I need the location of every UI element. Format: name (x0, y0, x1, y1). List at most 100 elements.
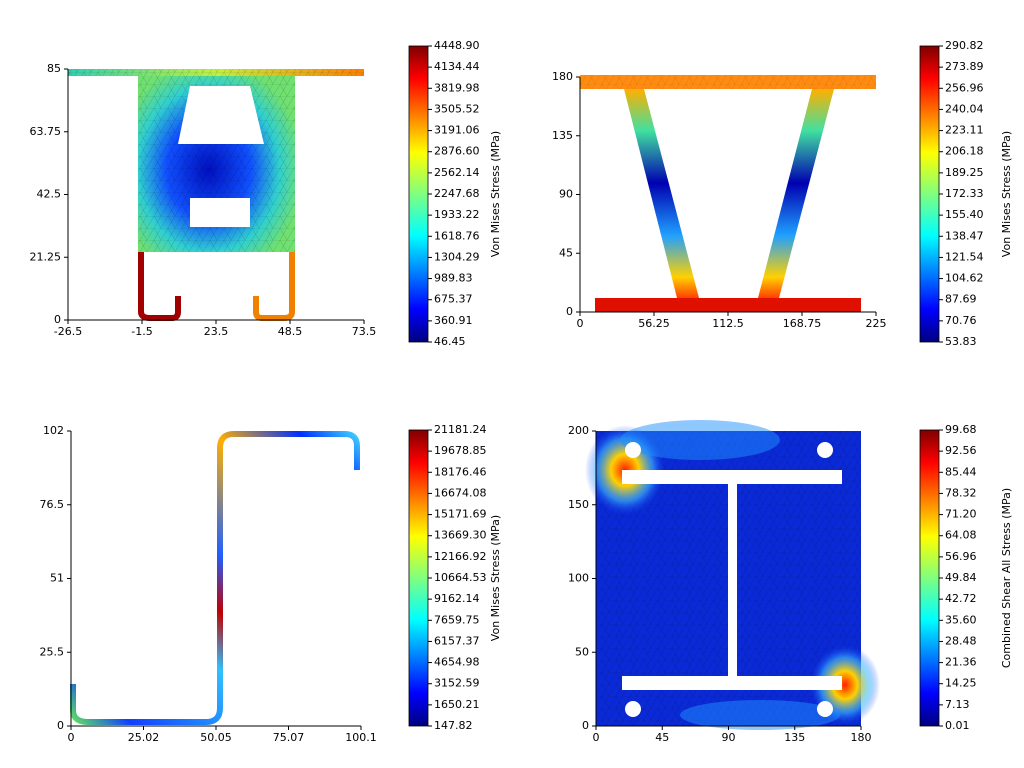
colorbar-tick-label: 1650.21 (434, 698, 480, 711)
y-tick-label: 51 (50, 572, 64, 585)
y-tick-label: 76.5 (40, 498, 65, 511)
colorbar (408, 45, 429, 343)
colorbar-tick-label: 1933.22 (434, 208, 480, 221)
colorbar-tick-label: 2247.68 (434, 187, 480, 200)
colorbar-label: Combined Shear All Stress (MPa) (1000, 488, 1013, 668)
y-tick-label: 180 (552, 70, 573, 83)
colorbar-tick-label: 70.76 (945, 314, 977, 327)
colorbar-tick-label: 290.82 (945, 39, 984, 52)
y-tick-label: 85 (47, 62, 61, 75)
x-tick-label: 135 (784, 731, 805, 744)
x-tick-label: 23.5 (204, 325, 229, 338)
y-tick-label: 0 (57, 719, 64, 732)
x-tick-label: -26.5 (54, 325, 82, 338)
colorbar-tick-label: 28.48 (945, 634, 977, 647)
colorbar-tick-label: 71.20 (945, 508, 977, 521)
colorbar-tick-label: 147.82 (434, 719, 473, 732)
colorbar-tick-label: 3819.98 (434, 81, 480, 94)
colorbar-tick-label: 64.08 (945, 529, 977, 542)
x-tick-label: 73.5 (352, 325, 377, 338)
colorbar-tick-label: 7.13 (945, 698, 970, 711)
colorbar-tick-label: 46.45 (434, 335, 466, 348)
colorbar-tick-label: 273.89 (945, 60, 984, 73)
x-tick-label: 0 (593, 731, 600, 744)
colorbar-tick-label: 989.83 (434, 272, 473, 285)
y-tick-label: 135 (552, 129, 573, 142)
colorbar-tick-label: 15171.69 (434, 508, 487, 521)
x-tick-label: 45 (655, 731, 669, 744)
colorbar-tick-label: 3191.06 (434, 124, 480, 137)
colorbar-tick-label: 0.01 (945, 719, 970, 732)
colorbar-tick-label: 2562.14 (434, 166, 480, 179)
y-tick-label: 90 (559, 188, 573, 201)
colorbar-tick-label: 121.54 (945, 250, 984, 263)
colorbar-tick-label: 78.32 (945, 486, 977, 499)
y-tick-label: 50 (575, 645, 589, 658)
section-shape (68, 69, 364, 321)
colorbar-tick-label: 189.25 (945, 166, 984, 179)
colorbar-tick-label: 3505.52 (434, 102, 480, 115)
colorbar-tick-label: 18176.46 (434, 465, 487, 478)
section-shape (70, 431, 360, 725)
y-tick-label: 25.5 (40, 645, 65, 658)
colorbar-tick-label: 3152.59 (434, 677, 480, 690)
colorbar-tick-label: 14.25 (945, 677, 977, 690)
colorbar-tick-label: 155.40 (945, 208, 984, 221)
colorbar-tick-label: 35.60 (945, 613, 977, 626)
colorbar-tick-label: 256.96 (945, 81, 984, 94)
y-tick-label: 0 (566, 305, 573, 318)
y-tick-label: 200 (568, 424, 589, 437)
colorbar-tick-label: 42.72 (945, 592, 977, 605)
colorbar-tick-label: 12166.92 (434, 550, 487, 563)
colorbar-tick-label: 21.36 (945, 656, 977, 669)
colorbar-tick-label: 53.83 (945, 335, 977, 348)
colorbar-tick-label: 675.37 (434, 293, 473, 306)
colorbar-tick-label: 4654.98 (434, 656, 480, 669)
y-tick-label: 102 (43, 424, 64, 437)
colorbar-tick-label: 1618.76 (434, 229, 480, 242)
colorbar-tick-label: 138.47 (945, 229, 984, 242)
y-tick-label: 0 (54, 313, 61, 326)
x-tick-label: 25.02 (128, 731, 160, 744)
colorbar-tick-label: 172.33 (945, 187, 984, 200)
colorbar-tick-label: 56.96 (945, 550, 977, 563)
x-tick-label: 90 (722, 731, 736, 744)
y-tick-label: 150 (568, 498, 589, 511)
x-tick-label: 0 (577, 317, 584, 330)
colorbar-tick-label: 104.62 (945, 272, 984, 285)
x-tick-label: 50.05 (200, 731, 232, 744)
colorbar-tick-label: 2876.60 (434, 145, 480, 158)
section-shape (585, 420, 880, 730)
colorbar-label: Von Mises Stress (MPa) (1000, 131, 1013, 257)
colorbar-tick-label: 16674.08 (434, 486, 487, 499)
colorbar-tick-label: 1304.29 (434, 250, 480, 263)
colorbar-tick-label: 206.18 (945, 145, 984, 158)
x-tick-label: 112.5 (712, 317, 744, 330)
colorbar-tick-label: 4448.90 (434, 39, 480, 52)
colorbar-tick-label: 7659.75 (434, 613, 480, 626)
x-tick-label: -1.5 (131, 325, 152, 338)
colorbar-tick-label: 6157.37 (434, 634, 480, 647)
y-tick-label: 21.25 (30, 250, 62, 263)
x-tick-label: 225 (866, 317, 887, 330)
y-tick-label: 100 (568, 572, 589, 585)
x-tick-label: 168.75 (783, 317, 822, 330)
colorbar (919, 45, 940, 343)
colorbar-tick-label: 87.69 (945, 293, 977, 306)
colorbar-tick-label: 360.91 (434, 314, 473, 327)
x-tick-label: 75.07 (273, 731, 305, 744)
y-tick-label: 45 (559, 246, 573, 259)
colorbar-tick-label: 223.11 (945, 124, 984, 137)
colorbar-tick-label: 21181.24 (434, 423, 487, 436)
y-tick-label: 0 (582, 719, 589, 732)
colorbar-tick-label: 49.84 (945, 571, 977, 584)
x-tick-label: 0 (68, 731, 75, 744)
colorbar-tick-label: 9162.14 (434, 592, 480, 605)
x-tick-label: 100.1 (345, 731, 377, 744)
colorbar-tick-label: 99.68 (945, 423, 977, 436)
colorbar-tick-label: 240.04 (945, 102, 984, 115)
section-shape (580, 75, 876, 312)
colorbar-label: Von Mises Stress (MPa) (489, 515, 502, 641)
x-tick-label: 56.25 (638, 317, 670, 330)
